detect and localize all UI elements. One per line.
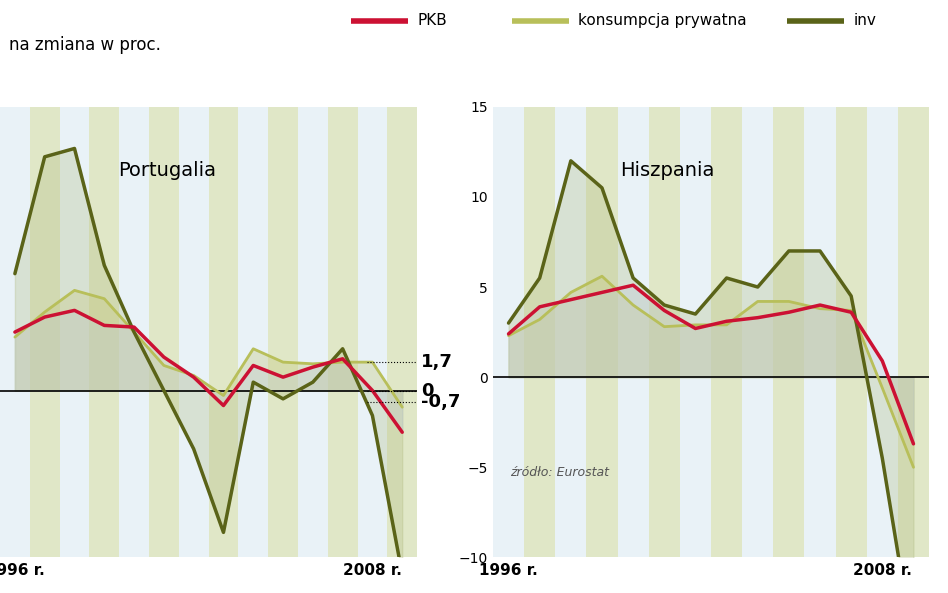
Bar	[179, 107, 209, 557]
Text: 0: 0	[421, 381, 434, 400]
Bar	[388, 107, 417, 557]
Bar	[149, 107, 179, 557]
Bar	[617, 107, 648, 557]
Text: źródło: Eurostat: źródło: Eurostat	[510, 466, 610, 479]
Text: inv: inv	[853, 13, 876, 28]
Bar	[209, 107, 238, 557]
Bar	[587, 107, 617, 557]
Bar	[805, 107, 835, 557]
Text: Hiszpania: Hiszpania	[620, 161, 715, 180]
Text: PKB: PKB	[417, 13, 447, 28]
Bar	[298, 107, 328, 557]
Bar	[866, 107, 898, 557]
Bar	[774, 107, 805, 557]
Bar	[835, 107, 866, 557]
Text: -0,7: -0,7	[421, 393, 461, 411]
Bar	[0, 107, 29, 557]
Bar	[680, 107, 711, 557]
Text: na zmiana w proc.: na zmiana w proc.	[9, 36, 161, 53]
Bar	[556, 107, 587, 557]
Bar	[898, 107, 929, 557]
Text: konsumpcja prywatna: konsumpcja prywatna	[578, 13, 747, 28]
Bar	[524, 107, 556, 557]
Bar	[328, 107, 357, 557]
Bar	[238, 107, 268, 557]
Text: 1,7: 1,7	[421, 353, 453, 371]
Bar	[60, 107, 89, 557]
Bar	[493, 107, 524, 557]
Text: Portugalia: Portugalia	[118, 161, 216, 180]
Bar	[711, 107, 742, 557]
Bar	[742, 107, 774, 557]
Bar	[357, 107, 388, 557]
Bar	[268, 107, 298, 557]
Bar	[89, 107, 119, 557]
Bar	[29, 107, 60, 557]
Bar	[648, 107, 680, 557]
Bar	[119, 107, 149, 557]
